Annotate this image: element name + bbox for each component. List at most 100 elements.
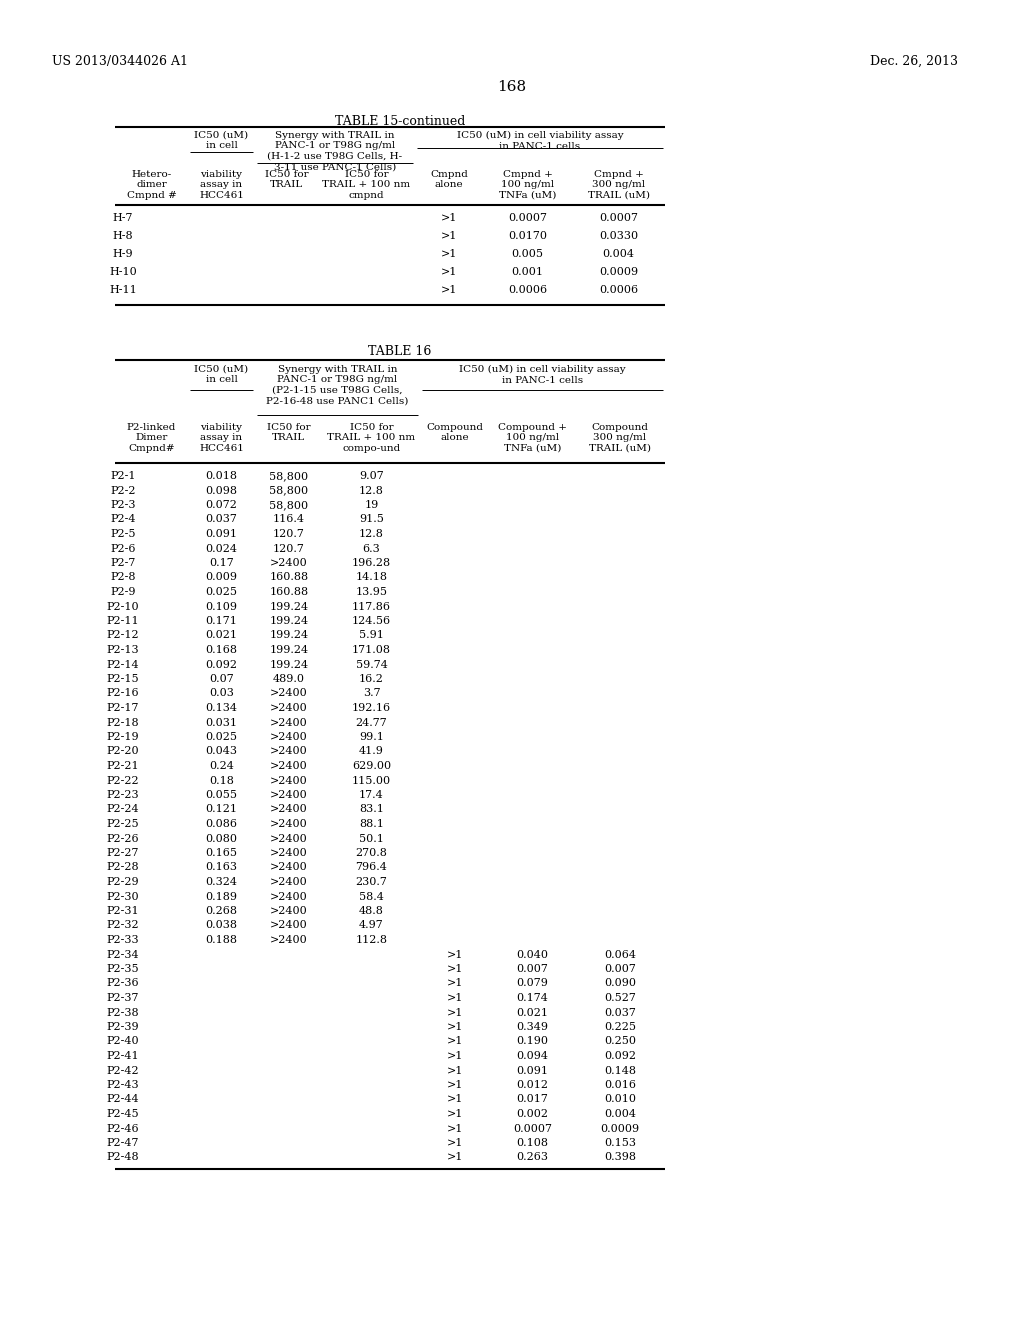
Text: P2-34: P2-34 — [106, 949, 139, 960]
Text: P2-38: P2-38 — [106, 1007, 139, 1018]
Text: 13.95: 13.95 — [355, 587, 387, 597]
Text: 489.0: 489.0 — [273, 675, 305, 684]
Text: >2400: >2400 — [270, 776, 308, 785]
Text: >1: >1 — [446, 993, 463, 1003]
Text: 12.8: 12.8 — [359, 486, 384, 495]
Text: 796.4: 796.4 — [355, 862, 387, 873]
Text: Dec. 26, 2013: Dec. 26, 2013 — [870, 55, 958, 69]
Text: 0.010: 0.010 — [604, 1094, 636, 1105]
Text: P2-3: P2-3 — [111, 500, 136, 510]
Text: 12.8: 12.8 — [359, 529, 384, 539]
Text: P2-40: P2-40 — [106, 1036, 139, 1047]
Text: >2400: >2400 — [270, 804, 308, 814]
Text: 0.03: 0.03 — [209, 689, 233, 698]
Text: P2-16: P2-16 — [106, 689, 139, 698]
Text: >2400: >2400 — [270, 833, 308, 843]
Text: H-7: H-7 — [113, 213, 133, 223]
Text: 0.190: 0.190 — [516, 1036, 549, 1047]
Text: 0.24: 0.24 — [209, 762, 233, 771]
Text: Synergy with TRAIL in
PANC-1 or T98G ng/ml
(H-1-2 use T98G Cells, H-
3-11 use PA: Synergy with TRAIL in PANC-1 or T98G ng/… — [267, 131, 402, 172]
Text: >1: >1 — [440, 249, 457, 259]
Text: 0.165: 0.165 — [206, 847, 238, 858]
Text: 59.74: 59.74 — [355, 660, 387, 669]
Text: 0.121: 0.121 — [206, 804, 238, 814]
Text: IC50 (uM) in cell viability assay
in PANC-1 cells: IC50 (uM) in cell viability assay in PAN… — [459, 366, 626, 384]
Text: 0.037: 0.037 — [604, 1007, 636, 1018]
Text: 16.2: 16.2 — [359, 675, 384, 684]
Text: >1: >1 — [446, 1152, 463, 1163]
Text: P2-1: P2-1 — [111, 471, 136, 480]
Text: P2-14: P2-14 — [106, 660, 139, 669]
Text: >1: >1 — [446, 949, 463, 960]
Text: IC50 (uM)
in cell: IC50 (uM) in cell — [195, 131, 249, 150]
Text: 0.0009: 0.0009 — [599, 267, 638, 277]
Text: 0.007: 0.007 — [516, 964, 549, 974]
Text: 160.88: 160.88 — [269, 573, 308, 582]
Text: 0.091: 0.091 — [206, 529, 238, 539]
Text: 0.043: 0.043 — [206, 747, 238, 756]
Text: 196.28: 196.28 — [352, 558, 391, 568]
Text: >1: >1 — [440, 213, 457, 223]
Text: >1: >1 — [446, 1123, 463, 1134]
Text: 112.8: 112.8 — [355, 935, 387, 945]
Text: 4.97: 4.97 — [359, 920, 384, 931]
Text: 17.4: 17.4 — [359, 789, 384, 800]
Text: P2-25: P2-25 — [106, 818, 139, 829]
Text: 0.007: 0.007 — [604, 964, 636, 974]
Text: 0.031: 0.031 — [206, 718, 238, 727]
Text: 199.24: 199.24 — [269, 616, 308, 626]
Text: 19: 19 — [365, 500, 379, 510]
Text: H-10: H-10 — [110, 267, 137, 277]
Text: IC50 for
TRAIL: IC50 for TRAIL — [264, 170, 308, 189]
Text: >2400: >2400 — [270, 935, 308, 945]
Text: 0.0007: 0.0007 — [513, 1123, 552, 1134]
Text: >1: >1 — [446, 1138, 463, 1148]
Text: P2-39: P2-39 — [106, 1022, 139, 1032]
Text: P2-15: P2-15 — [106, 675, 139, 684]
Text: TABLE 15-continued: TABLE 15-continued — [335, 115, 465, 128]
Text: 0.349: 0.349 — [516, 1022, 549, 1032]
Text: 50.1: 50.1 — [359, 833, 384, 843]
Text: IC50 for
TRAIL + 100 nm
compo-und: IC50 for TRAIL + 100 nm compo-und — [328, 422, 416, 453]
Text: 9.07: 9.07 — [359, 471, 384, 480]
Text: >2400: >2400 — [270, 891, 308, 902]
Text: 99.1: 99.1 — [359, 733, 384, 742]
Text: >2400: >2400 — [270, 762, 308, 771]
Text: 0.024: 0.024 — [206, 544, 238, 553]
Text: 0.004: 0.004 — [604, 1109, 636, 1119]
Text: 0.037: 0.037 — [206, 515, 238, 524]
Text: 6.3: 6.3 — [362, 544, 380, 553]
Text: 58,800: 58,800 — [269, 486, 308, 495]
Text: 115.00: 115.00 — [352, 776, 391, 785]
Text: 14.18: 14.18 — [355, 573, 387, 582]
Text: 0.009: 0.009 — [206, 573, 238, 582]
Text: IC50 for
TRAIL + 100 nm
cmpnd: IC50 for TRAIL + 100 nm cmpnd — [323, 170, 411, 199]
Text: 0.18: 0.18 — [209, 776, 233, 785]
Text: P2-18: P2-18 — [106, 718, 139, 727]
Text: 58.4: 58.4 — [359, 891, 384, 902]
Text: 91.5: 91.5 — [359, 515, 384, 524]
Text: P2-4: P2-4 — [111, 515, 136, 524]
Text: 0.025: 0.025 — [206, 587, 238, 597]
Text: 0.002: 0.002 — [516, 1109, 549, 1119]
Text: Compound +
100 ng/ml
TNFa (uM): Compound + 100 ng/ml TNFa (uM) — [498, 422, 567, 453]
Text: P2-5: P2-5 — [111, 529, 136, 539]
Text: 629.00: 629.00 — [352, 762, 391, 771]
Text: P2-42: P2-42 — [106, 1065, 139, 1076]
Text: 0.040: 0.040 — [516, 949, 549, 960]
Text: P2-26: P2-26 — [106, 833, 139, 843]
Text: 0.090: 0.090 — [604, 978, 636, 989]
Text: Compound
alone: Compound alone — [427, 422, 483, 442]
Text: >1: >1 — [446, 1109, 463, 1119]
Text: P2-23: P2-23 — [106, 789, 139, 800]
Text: 0.017: 0.017 — [516, 1094, 549, 1105]
Text: >1: >1 — [446, 964, 463, 974]
Text: Cmpnd +
100 ng/ml
TNFa (uM): Cmpnd + 100 ng/ml TNFa (uM) — [499, 170, 556, 199]
Text: P2-6: P2-6 — [111, 544, 136, 553]
Text: >1: >1 — [446, 1022, 463, 1032]
Text: 0.168: 0.168 — [206, 645, 238, 655]
Text: P2-17: P2-17 — [106, 704, 139, 713]
Text: P2-19: P2-19 — [106, 733, 139, 742]
Text: 0.004: 0.004 — [602, 249, 635, 259]
Text: 199.24: 199.24 — [269, 645, 308, 655]
